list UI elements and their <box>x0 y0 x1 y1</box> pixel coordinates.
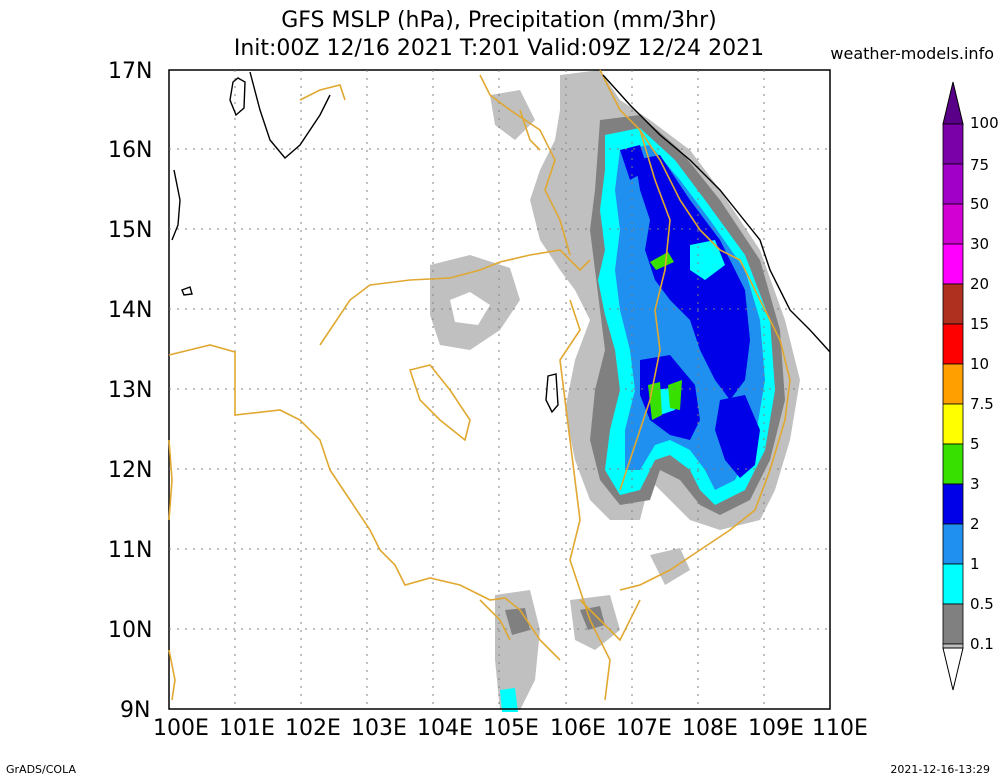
colorbar-label: 10 <box>970 355 989 373</box>
footer-software: GrADS/COLA <box>6 763 76 776</box>
lon-label: 106E <box>550 716 606 741</box>
colorbar-label: 0.5 <box>970 595 994 613</box>
precip-shading <box>430 70 800 712</box>
colorbar-label: 2 <box>970 515 980 533</box>
lat-label: 13N <box>108 378 152 403</box>
lon-label: 102E <box>285 716 341 741</box>
lon-label: 101E <box>219 716 275 741</box>
colorbar-label: 3 <box>970 475 980 493</box>
footer-timestamp: 2021-12-16-13:29 <box>890 763 990 776</box>
colorbar: 100 75 50 30 20 15 10 7.5 5 3 2 1 0.5 0.… <box>942 81 999 691</box>
lat-label: 15N <box>108 218 152 243</box>
lon-label: 104E <box>417 716 473 741</box>
lon-label: 105E <box>483 716 539 741</box>
colorbar-label: 20 <box>970 275 989 293</box>
source-site: weather-models.info <box>830 44 994 63</box>
lon-label: 109E <box>748 716 804 741</box>
colorbar-label: 1 <box>970 555 980 573</box>
lat-label: 9N <box>120 698 150 723</box>
lat-label: 11N <box>108 538 152 563</box>
lat-label: 12N <box>108 458 152 483</box>
colorbar-bottom-arrow <box>942 647 964 691</box>
colorbar-label: 50 <box>970 195 989 213</box>
lon-label: 103E <box>351 716 407 741</box>
colorbar-label: 0.1 <box>970 635 994 653</box>
colorbar-label: 75 <box>970 156 989 174</box>
colorbar-label: 30 <box>970 235 989 253</box>
lat-label: 10N <box>108 618 152 643</box>
colorbar-top-arrow <box>942 81 964 125</box>
colorbar-label: 7.5 <box>970 395 994 413</box>
isobars <box>171 71 831 414</box>
lon-label: 110E <box>812 716 868 741</box>
lon-label: 107E <box>616 716 672 741</box>
map-title: GFS MSLP (hPa), Precipitation (mm/3hr) <box>281 8 717 33</box>
colorbar-label: 100 <box>970 114 999 132</box>
axis-labels: 100E 101E 102E 103E 104E 105E 106E 107E … <box>108 59 868 741</box>
map-subtitle: Init:00Z 12/16 2021 T:201 Valid:09Z 12/2… <box>233 36 765 61</box>
lat-label: 14N <box>108 298 152 323</box>
colorbar-label: 5 <box>970 435 980 453</box>
lat-label: 16N <box>108 138 152 163</box>
lat-label: 17N <box>108 59 152 84</box>
lon-label: 100E <box>153 716 209 741</box>
colorbar-label: 15 <box>970 315 989 333</box>
lon-label: 108E <box>682 716 738 741</box>
coastlines <box>168 69 791 701</box>
